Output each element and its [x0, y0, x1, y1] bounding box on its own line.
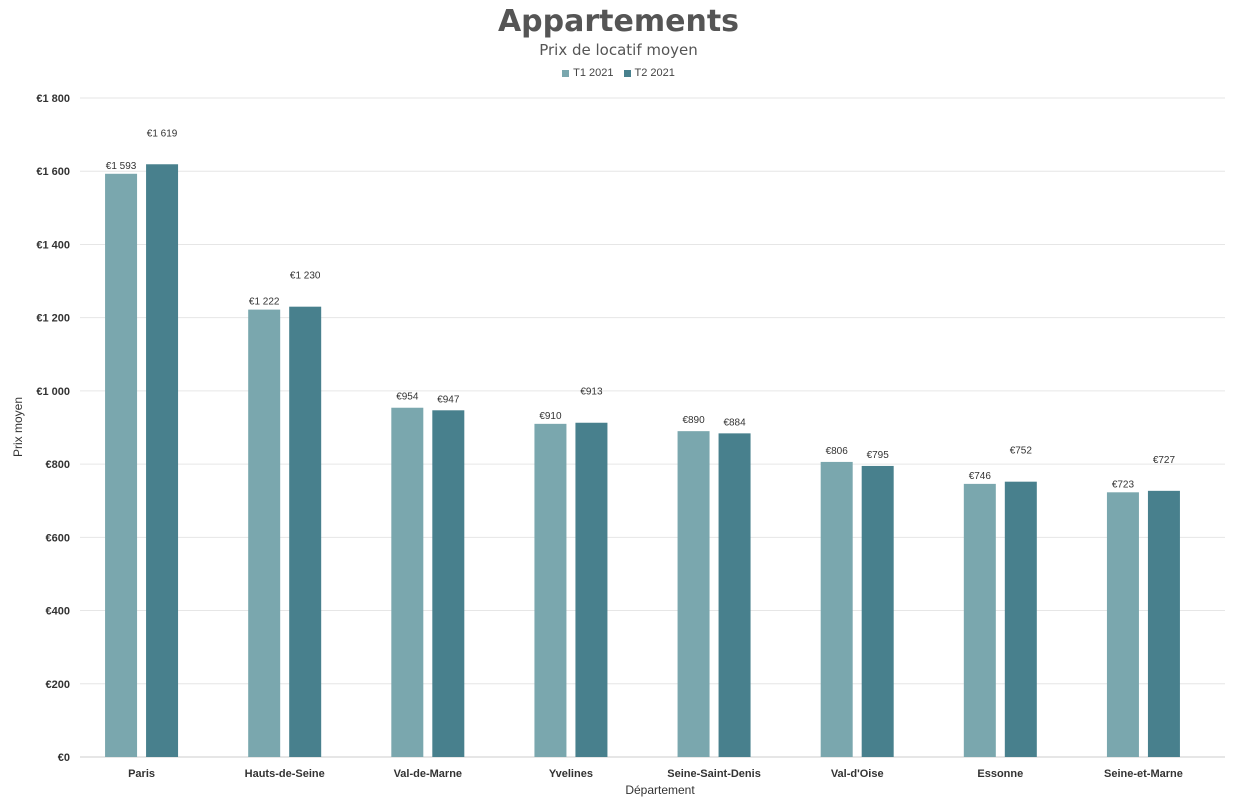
bars-layer	[105, 164, 1180, 757]
x-tick-label: Val-d'Oise	[831, 768, 884, 780]
data-label: €806	[826, 446, 849, 457]
y-tick-label: €800	[46, 459, 70, 471]
bar	[1106, 492, 1139, 757]
bar	[677, 431, 710, 757]
bar	[146, 164, 179, 757]
data-label: €746	[969, 471, 992, 482]
x-axis-title: Département	[625, 783, 695, 797]
y-tick-label: €1 200	[36, 313, 70, 325]
bar	[963, 483, 996, 757]
data-label: €884	[723, 417, 746, 428]
bar	[391, 407, 424, 757]
data-label: €910	[539, 411, 562, 422]
data-label: €954	[396, 392, 419, 403]
y-tick-label: €0	[58, 752, 70, 764]
legend-item-t1: T1 2021	[562, 67, 614, 79]
x-tick-label: Seine-et-Marne	[1104, 768, 1183, 780]
data-label: €1 593	[106, 161, 137, 172]
bar	[820, 461, 853, 757]
chart-legend: T1 2021 T2 2021	[0, 67, 1237, 79]
data-label: €1 222	[249, 297, 280, 308]
axis-layer: €0 €200 €400 €600 €800 €1 000 €1 200 €1 400 €1 6…	[36, 93, 1183, 780]
x-tick-label: Paris	[128, 768, 155, 780]
data-label: €1 230	[290, 271, 321, 282]
y-tick-label: €1 000	[36, 386, 70, 398]
legend-swatch-t2	[623, 69, 631, 77]
x-tick-label: Yvelines	[549, 768, 593, 780]
data-label: €795	[867, 450, 890, 461]
labels-layer: €1 593 €1 619 €1 222 €1 230 €954 €947 €910 €913…	[106, 128, 1176, 490]
y-tick-label: €400	[46, 606, 70, 618]
y-tick-label: €1 600	[36, 166, 70, 178]
data-label: €890	[682, 415, 705, 426]
data-label: €947	[437, 394, 460, 405]
legend-label-t2: T2 2021	[634, 67, 675, 79]
bar	[575, 422, 608, 757]
bar	[718, 433, 751, 757]
bar	[248, 309, 281, 757]
data-label: €1 619	[147, 128, 178, 139]
bar	[1147, 490, 1180, 757]
bar	[861, 465, 894, 757]
bar	[432, 410, 465, 757]
y-axis-title: Prix moyen	[11, 397, 25, 457]
y-tick-label: €1 800	[36, 93, 70, 105]
x-tick-label: Val-de-Marne	[394, 768, 462, 780]
data-label: €913	[580, 387, 603, 398]
bar	[105, 173, 138, 757]
chart-title: Appartements	[497, 4, 740, 39]
y-tick-label: €600	[46, 532, 70, 544]
bar	[534, 423, 567, 757]
data-label: €752	[1010, 446, 1033, 457]
y-tick-label: €1 400	[36, 239, 70, 251]
bar	[1004, 481, 1037, 757]
x-tick-label: Hauts-de-Seine	[245, 768, 325, 780]
data-label: €723	[1112, 479, 1135, 490]
legend-swatch-t1	[562, 69, 570, 77]
legend-item-t2: T2 2021	[623, 67, 675, 79]
data-label: €727	[1153, 455, 1176, 466]
x-tick-label: Seine-Saint-Denis	[667, 768, 761, 780]
x-tick-label: Essonne	[977, 768, 1023, 780]
legend-label-t1: T1 2021	[573, 67, 614, 79]
y-tick-label: €200	[46, 679, 70, 691]
chart-subtitle: Prix de locatif moyen	[539, 41, 698, 59]
bar	[289, 306, 322, 757]
